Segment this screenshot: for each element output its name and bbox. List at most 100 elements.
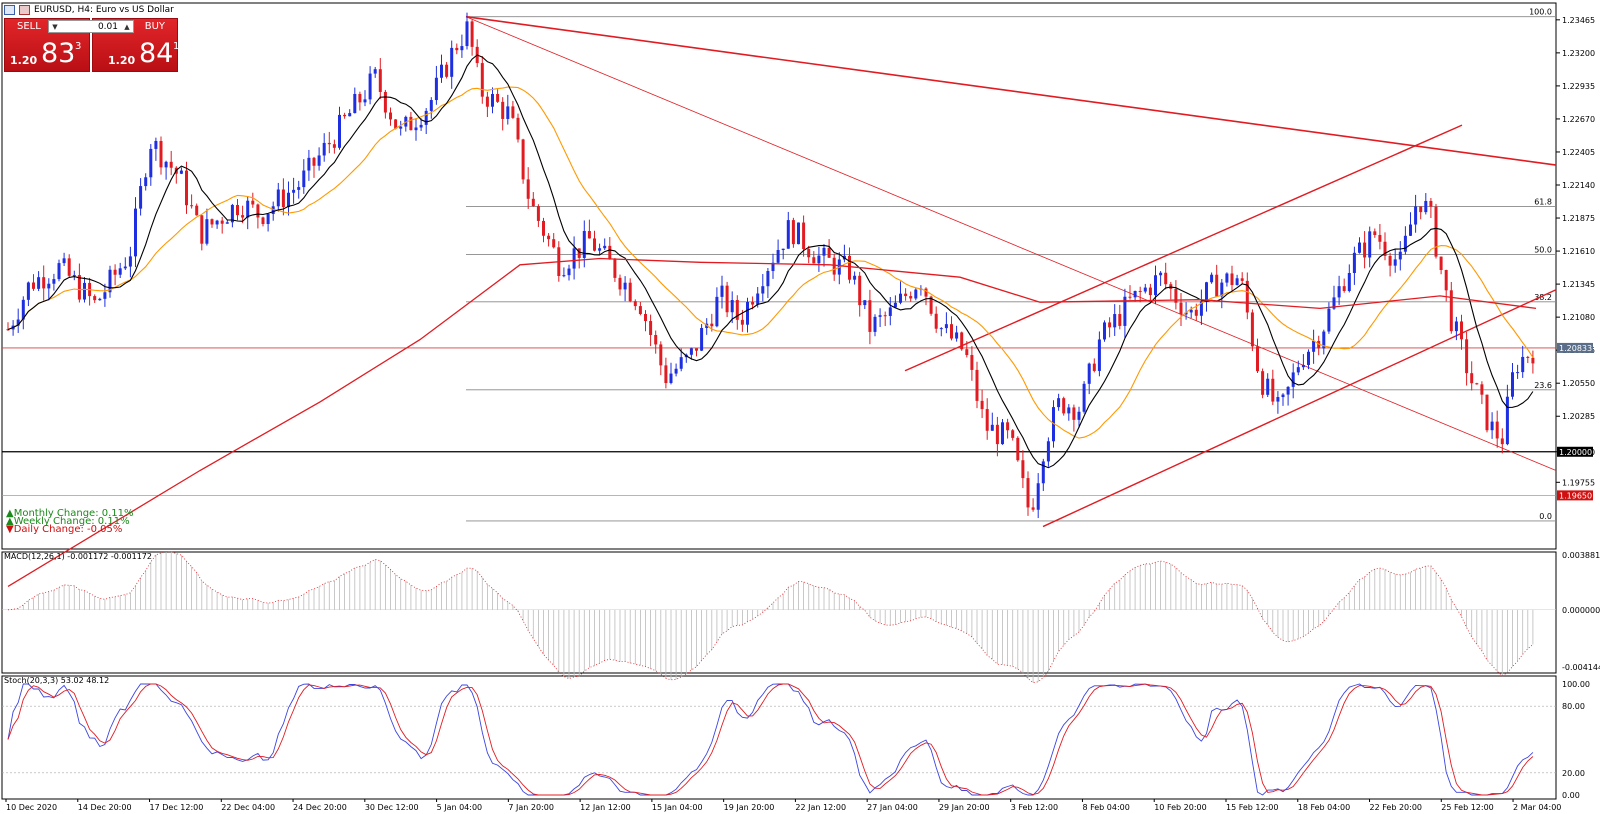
fib-level-label: 61.8 <box>1534 197 1552 206</box>
candle <box>1103 320 1106 342</box>
candle <box>1036 473 1040 519</box>
candle-body <box>72 275 76 277</box>
candle-body <box>1296 367 1300 373</box>
candle-body <box>1026 478 1030 508</box>
candle <box>1199 289 1203 325</box>
candle <box>88 277 92 306</box>
candle <box>695 348 698 357</box>
candle-body <box>582 231 586 258</box>
candle-body <box>1189 309 1193 313</box>
candle-body <box>878 315 882 317</box>
candle-body <box>1092 363 1096 371</box>
candle <box>1516 364 1520 379</box>
current-price-label: 1.20833 <box>1559 344 1592 353</box>
candle <box>1291 363 1295 399</box>
candle-body <box>995 424 999 445</box>
candle-body <box>98 298 102 301</box>
candle-body <box>802 222 806 250</box>
candle <box>1118 304 1122 330</box>
candle <box>77 263 81 303</box>
candle <box>1465 331 1469 386</box>
candle <box>1235 274 1239 286</box>
candle <box>939 327 943 337</box>
candle-body <box>322 142 326 156</box>
moving-average-mid <box>7 86 1534 439</box>
candle-body <box>1403 235 1407 252</box>
chevron-down-icon[interactable]: ▼ <box>52 22 58 31</box>
chevron-up-icon[interactable]: ▲ <box>124 22 130 31</box>
candle-body <box>633 301 637 307</box>
candle-body <box>1347 273 1351 291</box>
candle-body <box>1205 282 1208 302</box>
candle-body <box>123 266 127 269</box>
candle-body <box>980 400 984 410</box>
time-axis-label: 30 Dec 12:00 <box>365 803 419 812</box>
candle <box>1358 237 1361 254</box>
stoch-label: Stoch(20,3,3) 53.02 48.12 <box>4 676 110 685</box>
candle <box>1108 317 1112 338</box>
candle <box>210 218 214 228</box>
candle-body <box>1031 507 1035 510</box>
candle <box>725 281 729 318</box>
candle-body <box>649 321 653 335</box>
candle <box>236 199 239 221</box>
candle-body <box>873 316 877 332</box>
candle <box>623 276 627 302</box>
candle-body <box>751 302 755 305</box>
candle <box>230 203 234 228</box>
candle <box>1434 203 1438 259</box>
candle <box>909 291 913 302</box>
candle <box>134 197 137 268</box>
time-axis-label: 10 Feb 20:00 <box>1154 803 1206 812</box>
candle-body <box>389 112 392 120</box>
candle-body <box>791 220 795 245</box>
candle-body <box>424 110 428 125</box>
macd-panel-frame <box>1 551 1557 674</box>
candle-body <box>914 289 918 299</box>
candle-body <box>1327 308 1331 332</box>
fib-level-label: 0.0 <box>1539 512 1552 521</box>
candle-body <box>817 255 821 264</box>
candle-body <box>62 258 66 264</box>
candle <box>404 115 408 132</box>
candle-body <box>312 157 316 166</box>
candle-body <box>103 292 107 299</box>
candle <box>1143 283 1147 294</box>
sell-button[interactable]: SELL 1.20 83 3 <box>4 18 90 72</box>
candle <box>358 91 362 111</box>
candle <box>1312 329 1316 364</box>
candle <box>526 167 530 209</box>
lot-size-input[interactable]: 0.01 <box>97 21 118 32</box>
candle-body <box>271 206 275 214</box>
candle-body <box>52 279 56 284</box>
candle <box>919 285 923 296</box>
candle <box>746 297 749 333</box>
candle <box>644 310 647 332</box>
candle-body <box>536 206 540 221</box>
candle-body <box>786 220 790 249</box>
candle-body <box>1409 224 1412 236</box>
candle <box>944 312 948 334</box>
candle <box>1062 396 1066 416</box>
candle <box>266 213 270 232</box>
lot-size-stepper[interactable]: ▼ 0.01 ▲ <box>48 20 134 33</box>
candle-body <box>434 77 438 101</box>
candle <box>848 247 851 284</box>
candle <box>16 308 20 333</box>
candle <box>1307 349 1310 370</box>
fib-level-label: 23.6 <box>1534 381 1552 390</box>
candle <box>1011 429 1015 441</box>
stoch-axis-label: 100.00 <box>1562 680 1590 689</box>
candle-body <box>1108 322 1112 328</box>
time-axis-label: 22 Feb 20:00 <box>1370 803 1422 812</box>
candle <box>1220 278 1224 309</box>
candle-body <box>368 73 372 100</box>
candle-body <box>1454 321 1458 332</box>
candle <box>394 119 398 130</box>
candle-body <box>399 126 403 129</box>
candle-body <box>108 269 112 293</box>
candle <box>1531 350 1535 374</box>
candle-body <box>1286 386 1290 395</box>
time-axis-label: 22 Jan 12:00 <box>795 803 846 812</box>
